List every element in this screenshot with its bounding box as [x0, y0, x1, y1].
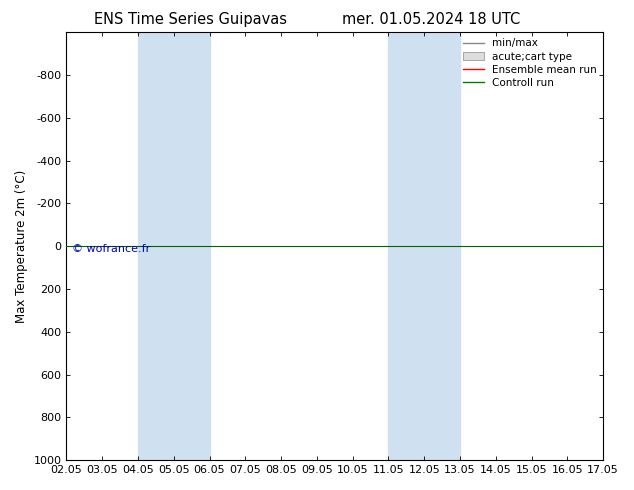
Bar	[138, 32, 210, 460]
Text: mer. 01.05.2024 18 UTC: mer. 01.05.2024 18 UTC	[342, 12, 521, 27]
Text: © wofrance.fr: © wofrance.fr	[72, 244, 150, 254]
Y-axis label: Max Temperature 2m (°C): Max Temperature 2m (°C)	[15, 170, 28, 323]
Bar	[389, 32, 460, 460]
Legend: min/max, acute;cart type, Ensemble mean run, Controll run: min/max, acute;cart type, Ensemble mean …	[459, 34, 601, 92]
Text: ENS Time Series Guipavas: ENS Time Series Guipavas	[94, 12, 287, 27]
